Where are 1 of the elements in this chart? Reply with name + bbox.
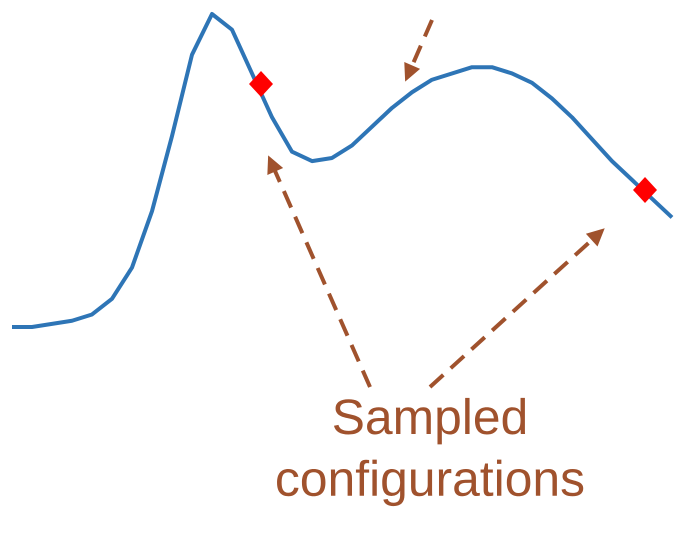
text: Sampled configurations xyxy=(277,398,584,506)
